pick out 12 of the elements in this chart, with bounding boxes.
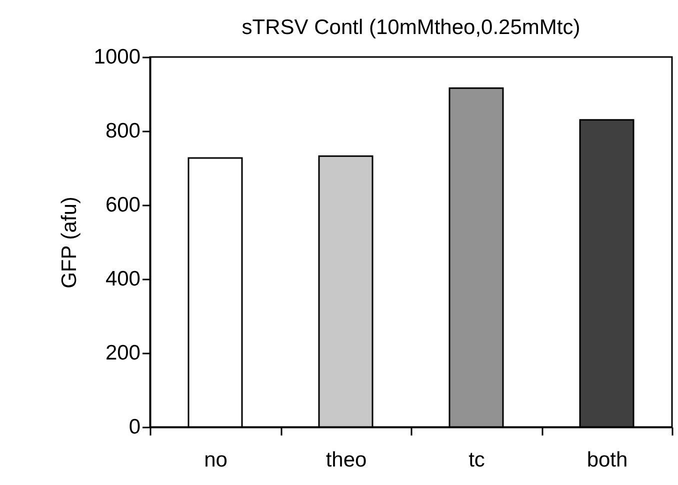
y-tick-label: 400: [105, 268, 140, 290]
y-tick-label: 600: [105, 194, 140, 216]
y-tick-label: 200: [105, 342, 140, 364]
x-tick-label: theo: [326, 448, 367, 472]
x-tick-label: tc: [468, 448, 485, 472]
x-tick-label: both: [586, 448, 628, 472]
chart-title: sTRSV Contl (10mMtheo,0.25mMtc): [242, 16, 580, 39]
y-tick-label: 0: [128, 416, 140, 438]
y-axis-title: GFP (afu): [58, 196, 81, 288]
y-tick-label: 1000: [94, 46, 140, 68]
x-tick-label: no: [204, 448, 228, 472]
y-tick-label: 800: [105, 120, 140, 142]
